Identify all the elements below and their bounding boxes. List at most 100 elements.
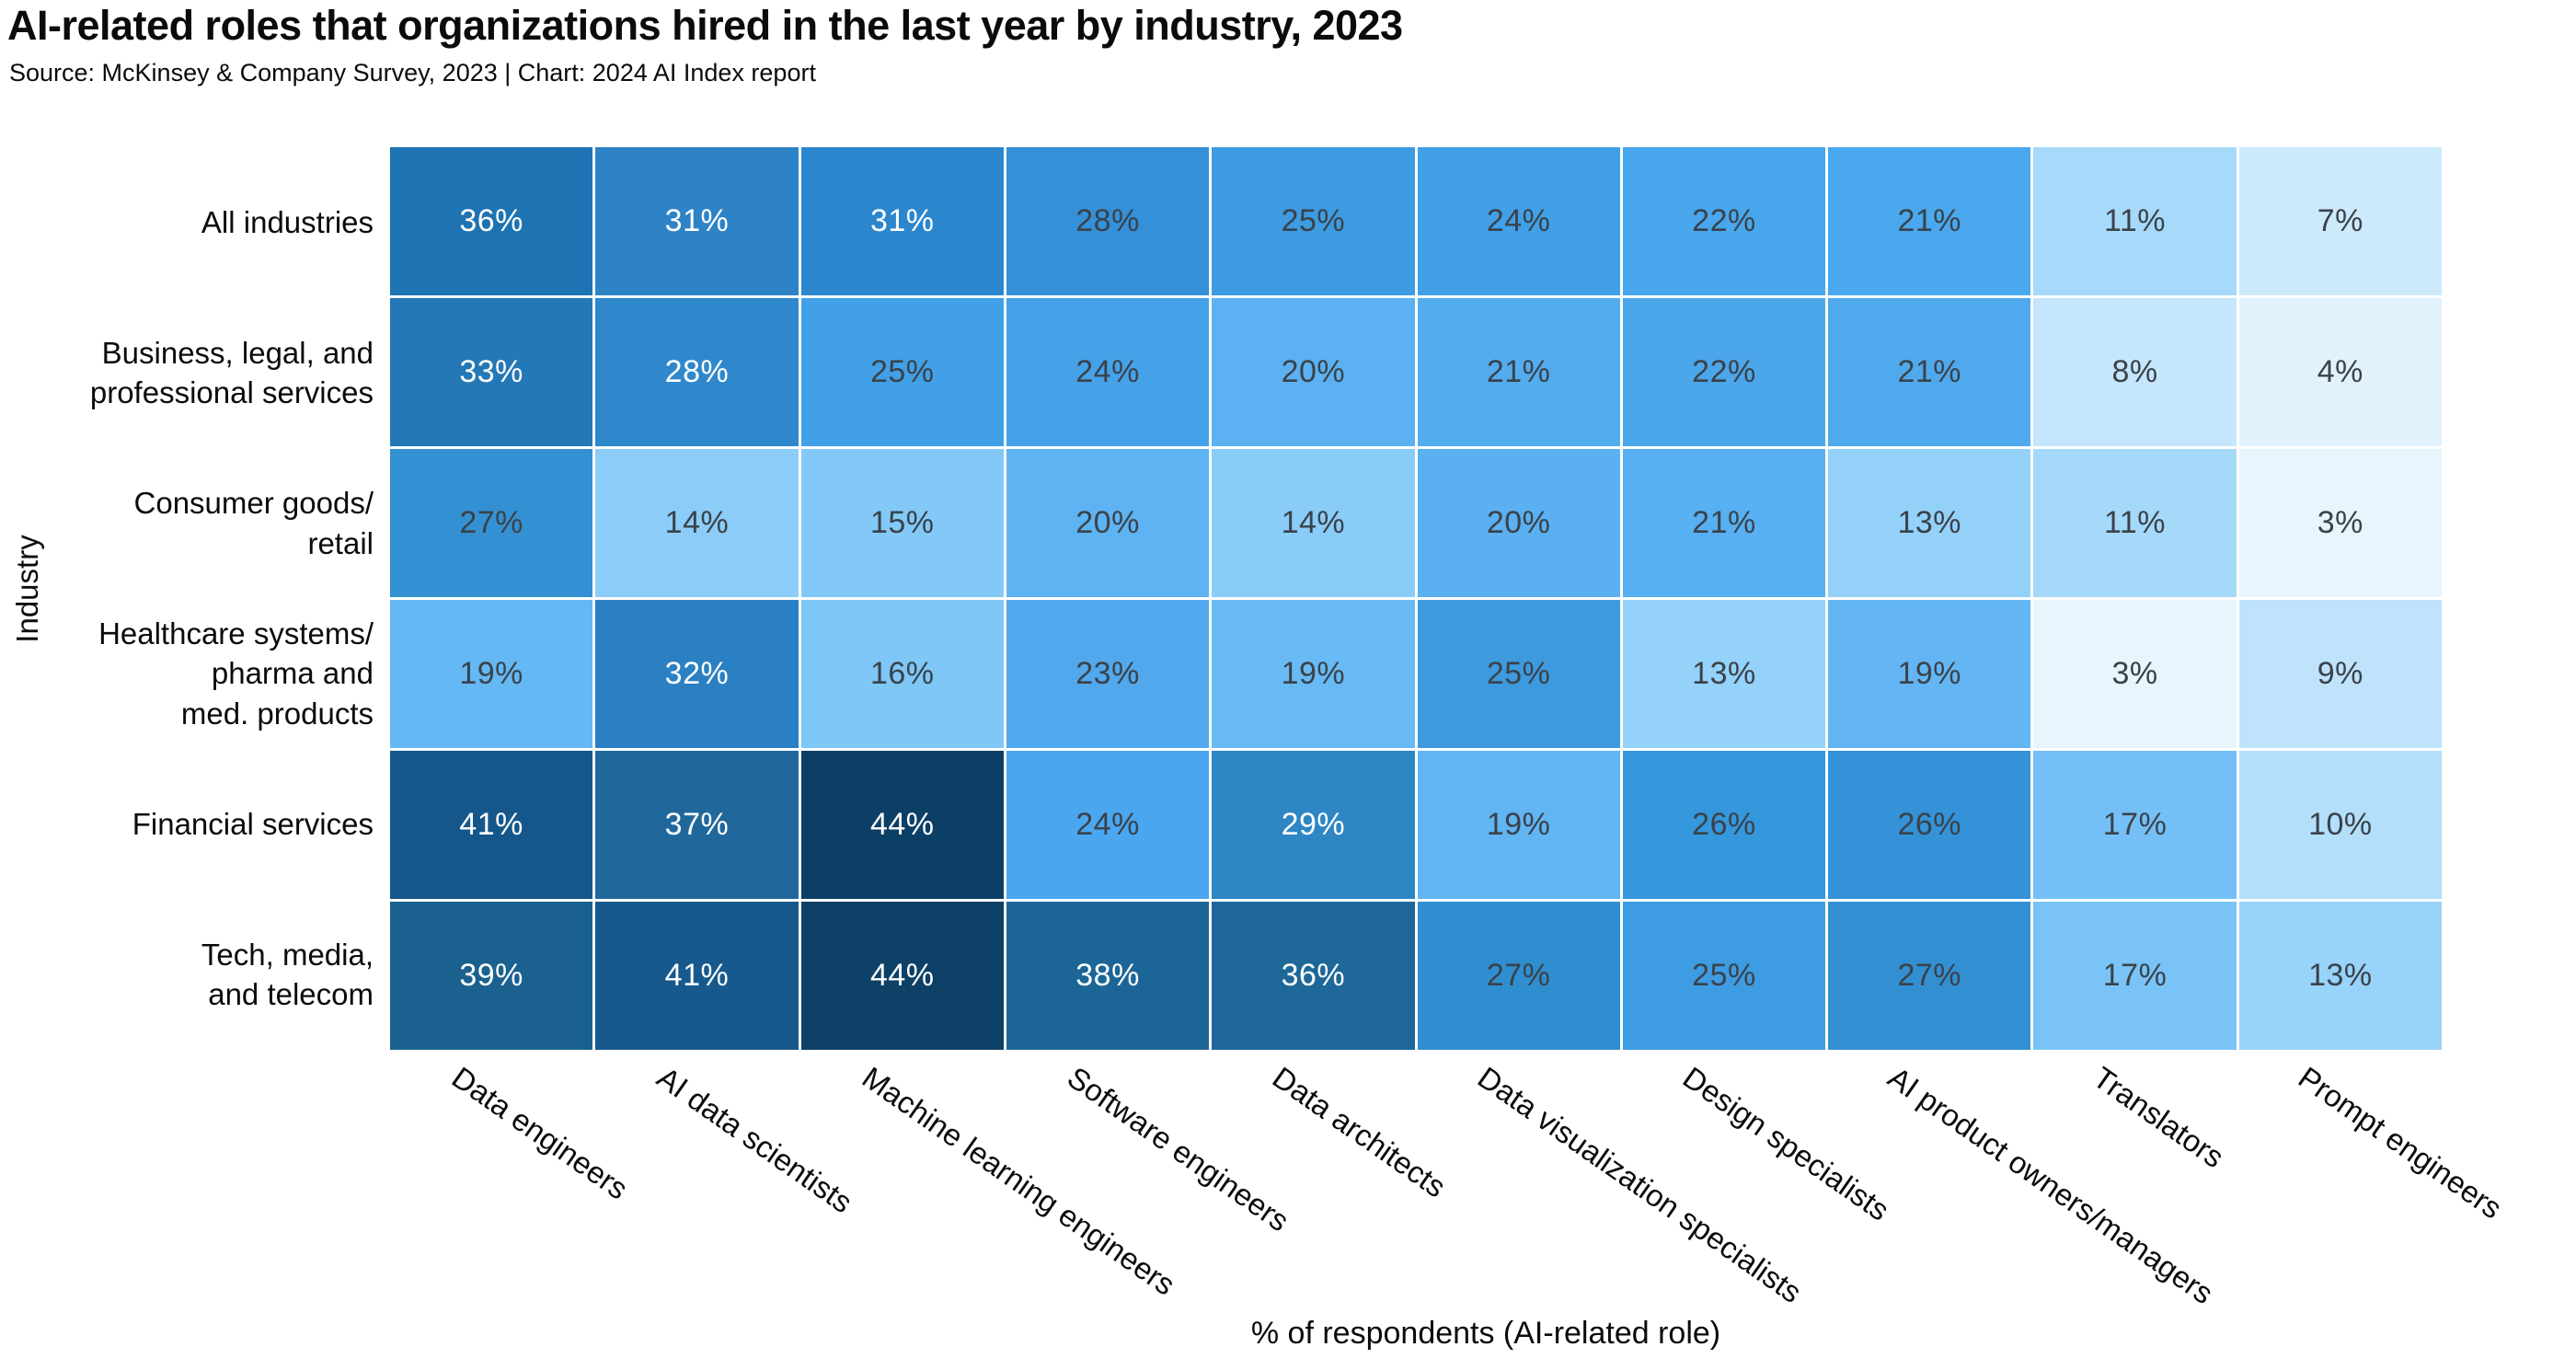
heatmap-cell: 14%: [595, 449, 799, 597]
heatmap-cell: 31%: [595, 147, 799, 295]
cell-value-label: 14%: [1281, 505, 1346, 540]
cell-value-label: 27%: [459, 505, 523, 540]
cell-value-label: 36%: [459, 203, 523, 238]
heatmap-cell: 44%: [800, 751, 1004, 899]
cell-value-label: 17%: [2102, 807, 2168, 842]
cell-value-label: 24%: [1075, 807, 1140, 842]
cell-value-label: 31%: [664, 203, 730, 238]
cell-value-label: 14%: [664, 505, 730, 540]
heatmap-cell: 28%: [595, 298, 799, 446]
heatmap-cell: 8%: [2033, 298, 2237, 446]
cell-value-label: 44%: [869, 807, 935, 842]
cell-value-label: 17%: [2102, 958, 2168, 993]
heatmap-cell: 33%: [390, 298, 593, 446]
heatmap-cell: 13%: [1828, 449, 2031, 597]
heatmap-cell: 3%: [2238, 449, 2442, 597]
cell-value-label: 24%: [1075, 354, 1140, 389]
cell-value-label: 20%: [1486, 505, 1551, 540]
x-tick-label: Prompt engineers: [2292, 1060, 2509, 1226]
x-tick-label: Data visualization specialists: [1471, 1060, 1809, 1310]
heatmap-cell: 26%: [1828, 751, 2031, 899]
heatmap-cell: 19%: [1212, 600, 1415, 748]
heatmap-cell: 14%: [1212, 449, 1415, 597]
heatmap-cell: 22%: [1622, 147, 1826, 295]
heatmap-cell: 10%: [2238, 751, 2442, 899]
x-axis-title: % of respondents (AI-related role): [1250, 1316, 1721, 1351]
heatmap-cell: 24%: [1006, 751, 1210, 899]
heatmap-cell: 28%: [1006, 147, 1210, 295]
heatmap-cell: 21%: [1828, 147, 2031, 295]
chart-title: AI-related roles that organizations hire…: [7, 2, 1403, 49]
heatmap-cell: 25%: [1622, 902, 1826, 1050]
cell-value-label: 41%: [664, 958, 730, 993]
cell-value-label: 22%: [1692, 203, 1756, 238]
x-tick-label: AI data scientists: [650, 1060, 859, 1220]
heatmap-cell: 31%: [800, 147, 1004, 295]
x-tick-label: Software engineers: [1061, 1060, 1295, 1238]
cell-value-label: 19%: [1486, 807, 1551, 842]
heatmap-cell: 3%: [2033, 600, 2237, 748]
cell-value-label: 22%: [1692, 354, 1756, 389]
heatmap-cell: 19%: [1417, 751, 1620, 899]
cell-value-label: 27%: [1897, 958, 1962, 993]
cell-value-label: 26%: [1897, 807, 1962, 842]
cell-value-label: 20%: [1075, 505, 1140, 540]
heatmap-cell: 21%: [1828, 298, 2031, 446]
heatmap-cell: 23%: [1006, 600, 1210, 748]
heatmap-cell: 21%: [1622, 449, 1826, 597]
cell-value-label: 21%: [1692, 505, 1756, 540]
heatmap-cell: 25%: [800, 298, 1004, 446]
heatmap-cell: 41%: [390, 751, 593, 899]
cell-value-label: 44%: [869, 958, 935, 993]
heatmap-cell: 15%: [800, 449, 1004, 597]
cell-value-label: 19%: [459, 656, 523, 691]
cell-value-label: 3%: [2317, 505, 2363, 540]
heatmap-cell: 19%: [390, 600, 593, 748]
cell-value-label: 13%: [2308, 958, 2373, 993]
row-label: Consumer goods/ retail: [133, 486, 374, 560]
cell-value-label: 32%: [664, 656, 730, 691]
cell-value-label: 15%: [869, 505, 935, 540]
cell-value-label: 25%: [1281, 203, 1346, 238]
cell-value-label: 3%: [2111, 656, 2158, 691]
heatmap-cell: 17%: [2033, 902, 2237, 1050]
heatmap-cell: 20%: [1006, 449, 1210, 597]
cell-value-label: 28%: [1075, 203, 1140, 238]
heatmap-cell: 17%: [2033, 751, 2237, 899]
heatmap-cell: 27%: [1828, 902, 2031, 1050]
cell-value-label: 28%: [664, 354, 730, 389]
cell-value-label: 4%: [2317, 354, 2363, 389]
heatmap-cell: 25%: [1212, 147, 1415, 295]
heatmap-cell: 13%: [2238, 902, 2442, 1050]
chart-subtitle: Source: McKinsey & Company Survey, 2023 …: [9, 59, 816, 86]
cell-value-label: 25%: [869, 354, 935, 389]
row-label: All industries: [201, 204, 374, 239]
cell-value-label: 21%: [1897, 203, 1962, 238]
x-tick-label: Data architects: [1266, 1060, 1453, 1204]
cell-value-label: 25%: [1486, 656, 1551, 691]
heatmap-grid: 36% 31% 31% 28% 25% 24% 22% 21% 11% 7% 33% 28% 25% 24…: [390, 147, 2442, 1050]
cell-value-label: 19%: [1897, 656, 1962, 691]
cell-value-label: 26%: [1692, 807, 1756, 842]
heatmap-cell: 11%: [2033, 147, 2237, 295]
cell-value-label: 11%: [2104, 203, 2167, 238]
heatmap-cell: 20%: [1417, 449, 1620, 597]
cell-value-label: 23%: [1075, 656, 1140, 691]
row-label: Tech, media, and telecom: [201, 937, 374, 1012]
heatmap-cell: 27%: [1417, 902, 1620, 1050]
heatmap-cell: 4%: [2238, 298, 2442, 446]
heatmap-cell: 38%: [1006, 902, 1210, 1050]
heatmap-cell: 22%: [1622, 298, 1826, 446]
cell-value-label: 27%: [1486, 958, 1551, 993]
cell-value-label: 25%: [1692, 958, 1756, 993]
heatmap-cell: 16%: [800, 600, 1004, 748]
heatmap-cell: 9%: [2238, 600, 2442, 748]
heatmap-cell: 11%: [2033, 449, 2237, 597]
cell-value-label: 9%: [2317, 656, 2363, 691]
heatmap-cell: 21%: [1417, 298, 1620, 446]
heatmap-cell: 36%: [1212, 902, 1415, 1050]
heatmap-cell: 41%: [595, 902, 799, 1050]
cell-value-label: 8%: [2111, 354, 2158, 389]
cell-value-label: 11%: [2104, 505, 2167, 540]
heatmap-cell: 13%: [1622, 600, 1826, 748]
